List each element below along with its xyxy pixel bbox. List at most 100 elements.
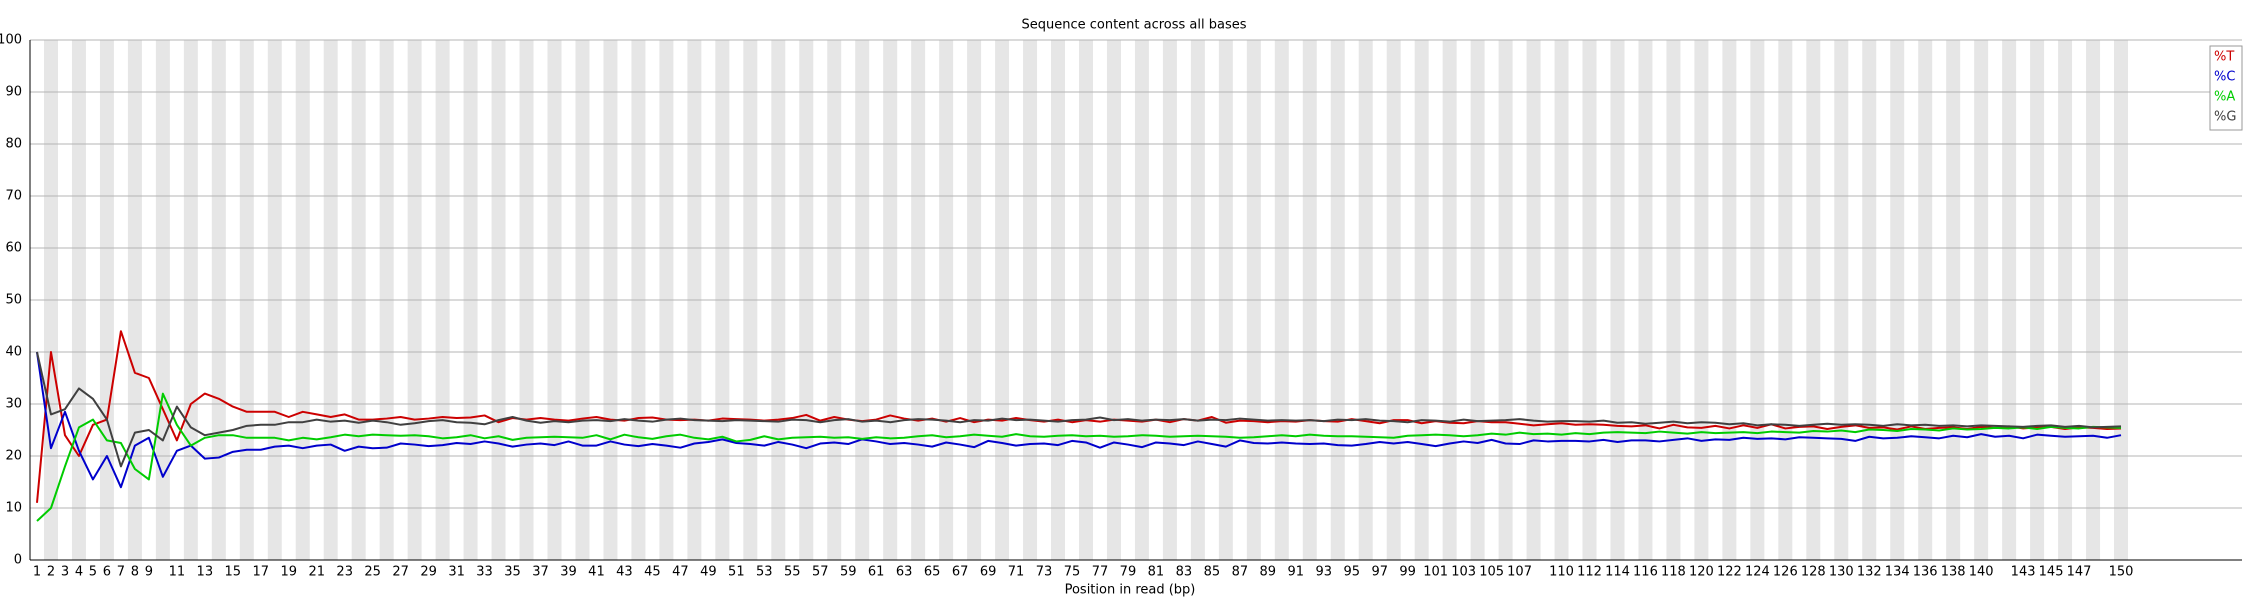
y-tick-label: 0 [14, 553, 22, 568]
x-tick-label: 3 [61, 565, 69, 580]
legend-label: %T [2214, 50, 2234, 65]
x-tick-label: 45 [644, 565, 661, 580]
x-tick-label: 93 [1315, 565, 1332, 580]
x-tick-label: 118 [1661, 565, 1686, 580]
x-tick-label: 59 [840, 565, 857, 580]
legend-box [2209, 45, 2243, 131]
x-tick-label: 33 [476, 565, 493, 580]
x-tick-label: 37 [532, 565, 549, 580]
x-tick-label: 71 [1008, 565, 1025, 580]
x-tick-label: 57 [812, 565, 829, 580]
x-tick-label: 112 [1577, 565, 1602, 580]
x-tick-label: 150 [2109, 565, 2134, 580]
x-tick-label: 77 [1092, 565, 1109, 580]
y-tick-label: 10 [5, 501, 22, 516]
x-tick-label: 132 [1857, 565, 1882, 580]
series-line [36, 351, 2122, 489]
x-tick-label: 97 [1371, 565, 1388, 580]
x-tick-label: 79 [1120, 565, 1137, 580]
x-tick-label: 11 [169, 565, 186, 580]
x-tick-label: 13 [197, 565, 214, 580]
x-tick-label: 140 [1969, 565, 1994, 580]
x-tick-label: 89 [1260, 565, 1277, 580]
x-tick-label: 65 [924, 565, 941, 580]
y-tick-label: 20 [5, 449, 22, 464]
y-tick-label: 40 [5, 345, 22, 360]
x-axis-title: Position in read (bp) [1065, 583, 1196, 598]
x-tick-label: 116 [1633, 565, 1658, 580]
x-tick-label: 103 [1451, 565, 1476, 580]
x-tick-label: 138 [1941, 565, 1966, 580]
legend-label: %A [2214, 90, 2235, 105]
y-tick-label: 90 [5, 85, 22, 100]
x-tick-label: 21 [308, 565, 325, 580]
x-tick-label: 128 [1801, 565, 1826, 580]
x-tick-label: 2 [47, 565, 55, 580]
x-tick-label: 5 [89, 565, 97, 580]
x-tick-label: 41 [588, 565, 605, 580]
series-line [36, 392, 2122, 522]
x-tick-label: 25 [364, 565, 381, 580]
x-tick-label: 107 [1507, 565, 1532, 580]
x-tick-label: 122 [1717, 565, 1742, 580]
x-tick-label: 61 [868, 565, 885, 580]
x-tick-label: 134 [1885, 565, 1910, 580]
x-tick-label: 43 [616, 565, 633, 580]
legend: %T %C %A %G [2209, 45, 2243, 131]
x-tick-label: 8 [131, 565, 139, 580]
y-tick-label: 100 [0, 33, 22, 48]
x-tick-label: 143 [2011, 565, 2036, 580]
x-tick-label: 67 [952, 565, 969, 580]
x-tick-label: 15 [225, 565, 242, 580]
y-tick-label: 80 [5, 137, 22, 152]
x-tick-label: 81 [1148, 565, 1165, 580]
x-tick-label: 55 [784, 565, 801, 580]
x-tick-label: 23 [336, 565, 353, 580]
x-tick-label: 73 [1036, 565, 1053, 580]
x-tick-label: 39 [560, 565, 577, 580]
x-tick-label: 114 [1605, 565, 1630, 580]
chart-title: Sequence content across all bases [1021, 18, 1246, 33]
x-tick-label: 99 [1399, 565, 1416, 580]
x-tick-label: 69 [980, 565, 997, 580]
x-tick-label: 27 [392, 565, 409, 580]
x-tick-label: 9 [145, 565, 153, 580]
x-tick-label: 75 [1064, 565, 1081, 580]
legend-label: %C [2214, 70, 2235, 85]
x-tick-label: 126 [1773, 565, 1798, 580]
x-tick-label: 85 [1204, 565, 1221, 580]
legend-label: %G [2214, 110, 2236, 125]
x-tick-label: 130 [1829, 565, 1854, 580]
x-tick-label: 120 [1689, 565, 1714, 580]
x-tick-label: 95 [1343, 565, 1360, 580]
x-tick-label: 4 [75, 565, 83, 580]
x-tick-label: 63 [896, 565, 913, 580]
x-tick-label: 101 [1423, 565, 1448, 580]
x-tick-label: 124 [1745, 565, 1770, 580]
x-tick-label: 87 [1232, 565, 1249, 580]
x-tick-label: 49 [700, 565, 717, 580]
x-tick-label: 105 [1479, 565, 1504, 580]
x-tick-label: 147 [2067, 565, 2092, 580]
x-tick-label: 53 [756, 565, 773, 580]
x-tick-label: 51 [728, 565, 745, 580]
y-tick-label: 60 [5, 241, 22, 256]
x-tick-label: 7 [117, 565, 125, 580]
y-tick-label: 30 [5, 397, 22, 412]
x-tick-label: 19 [280, 565, 297, 580]
x-tick-label: 6 [103, 565, 111, 580]
x-tick-label: 31 [448, 565, 465, 580]
x-tick-label: 110 [1549, 565, 1574, 580]
series-line [36, 351, 2122, 468]
x-tick-label: 145 [2039, 565, 2064, 580]
x-tick-label: 136 [1913, 565, 1938, 580]
x-tick-label: 35 [504, 565, 521, 580]
y-tick-label: 50 [5, 293, 22, 308]
x-tick-label: 1 [33, 565, 41, 580]
x-tick-label: 17 [253, 565, 270, 580]
x-tick-label: 47 [672, 565, 689, 580]
x-tick-label: 83 [1176, 565, 1193, 580]
y-tick-label: 70 [5, 189, 22, 204]
